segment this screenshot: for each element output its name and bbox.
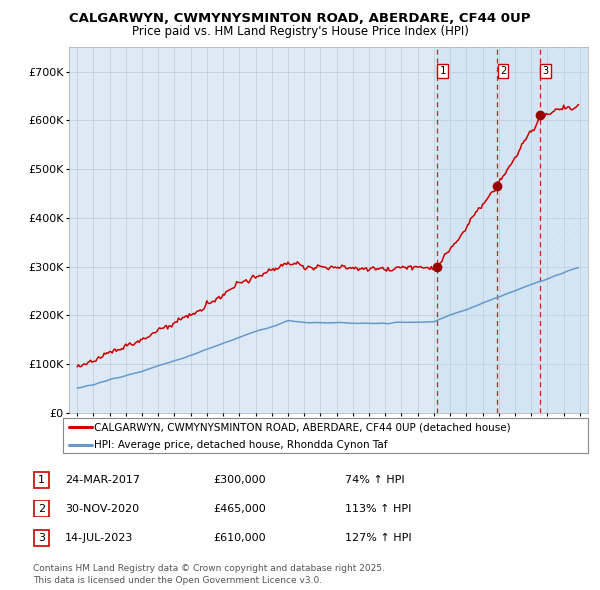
Bar	[437, 47, 540, 413]
Text: 2: 2	[38, 504, 45, 513]
Text: 113% ↑ HPI: 113% ↑ HPI	[345, 504, 412, 513]
Text: 24-MAR-2017: 24-MAR-2017	[65, 475, 140, 484]
Text: 2: 2	[500, 66, 506, 76]
Text: 127% ↑ HPI: 127% ↑ HPI	[345, 533, 412, 543]
Text: 1: 1	[440, 66, 446, 76]
Bar	[540, 47, 588, 413]
Text: CALGARWYN, CWMYNYSMINTON ROAD, ABERDARE, CF44 0UP: CALGARWYN, CWMYNYSMINTON ROAD, ABERDARE,…	[69, 12, 531, 25]
Text: 1: 1	[38, 475, 45, 484]
Text: HPI: Average price, detached house, Rhondda Cynon Taf: HPI: Average price, detached house, Rhon…	[95, 440, 388, 450]
Text: 30-NOV-2020: 30-NOV-2020	[65, 504, 139, 513]
Text: 3: 3	[38, 533, 45, 543]
Text: 74% ↑ HPI: 74% ↑ HPI	[345, 475, 404, 484]
Text: 3: 3	[542, 66, 549, 76]
Text: £300,000: £300,000	[213, 475, 266, 484]
Text: CALGARWYN, CWMYNYSMINTON ROAD, ABERDARE, CF44 0UP (detached house): CALGARWYN, CWMYNYSMINTON ROAD, ABERDARE,…	[95, 422, 511, 432]
Text: Contains HM Land Registry data © Crown copyright and database right 2025.
This d: Contains HM Land Registry data © Crown c…	[33, 564, 385, 585]
Text: Price paid vs. HM Land Registry's House Price Index (HPI): Price paid vs. HM Land Registry's House …	[131, 25, 469, 38]
Text: £465,000: £465,000	[213, 504, 266, 513]
Text: 14-JUL-2023: 14-JUL-2023	[65, 533, 133, 543]
Text: £610,000: £610,000	[213, 533, 266, 543]
